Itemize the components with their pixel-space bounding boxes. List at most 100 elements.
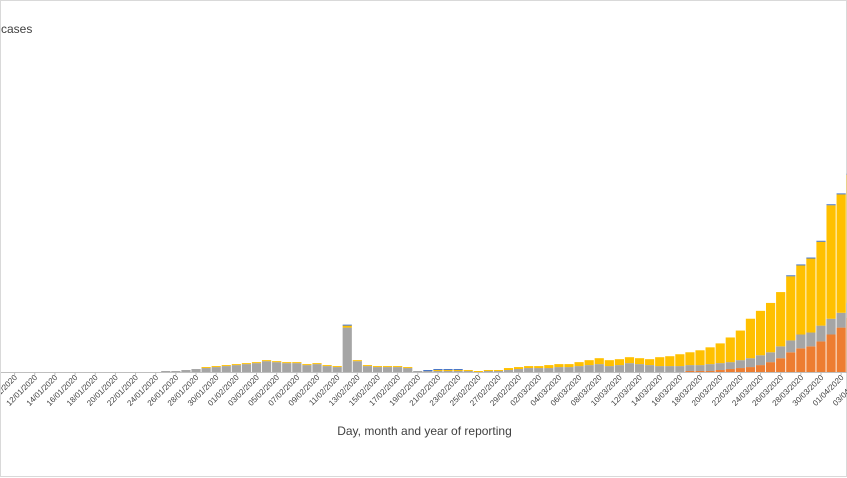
bar-segment — [312, 363, 321, 364]
bar-segment — [726, 369, 735, 372]
bar-segment — [716, 363, 725, 370]
bar-segment — [343, 328, 352, 372]
bar-segment — [786, 275, 795, 276]
bar-segment — [746, 367, 755, 372]
bar-segment — [826, 204, 835, 205]
bar-segment — [302, 364, 311, 365]
bar-segment — [595, 364, 604, 372]
bar-segment — [766, 362, 775, 372]
bar-segment — [534, 366, 543, 368]
bar-segment — [796, 265, 805, 334]
bar-segment — [292, 362, 301, 363]
bar-segment — [736, 331, 745, 361]
bar-segment — [665, 356, 674, 366]
bar-segment — [776, 358, 785, 372]
bar-segment — [595, 358, 604, 364]
bar-segment — [816, 241, 825, 242]
bar-segment — [443, 371, 452, 372]
bar-segment — [484, 371, 493, 372]
bar-segment — [242, 364, 251, 372]
bar-segment — [262, 361, 271, 372]
bar-segment — [625, 363, 634, 372]
bar-segment — [222, 365, 231, 366]
bar-segment — [383, 367, 392, 372]
bar-segment — [786, 276, 795, 340]
bar-segment — [796, 335, 805, 349]
bar-segment — [242, 363, 251, 364]
bar-segment — [826, 335, 835, 372]
bar-segment — [635, 358, 644, 364]
bar-segment — [464, 370, 473, 371]
bar-segment — [433, 370, 442, 371]
bar-segment — [746, 319, 755, 358]
bar-segment — [484, 370, 493, 371]
bar-segment — [322, 365, 331, 366]
bar-segment — [403, 367, 412, 368]
bar-segment — [353, 360, 362, 361]
bar-segment — [655, 357, 664, 366]
bar-segment — [746, 358, 755, 367]
bar-segment — [292, 363, 301, 372]
bar-segment — [393, 367, 402, 372]
bar-segment — [343, 325, 352, 326]
bar-segment — [786, 352, 795, 372]
bar-segment — [796, 264, 805, 265]
bar-segment — [343, 326, 352, 328]
bar-segment — [514, 369, 523, 372]
bar-segment — [393, 366, 402, 367]
bar-segment — [454, 371, 463, 372]
bar-segment — [262, 360, 271, 361]
bar-segment — [554, 364, 563, 367]
bar-segment — [564, 367, 573, 372]
bar-segment — [786, 340, 795, 352]
bar-segment — [373, 367, 382, 372]
bar-segment — [585, 365, 594, 372]
bar-segment — [716, 343, 725, 363]
bar-segment — [675, 366, 684, 372]
bar-segment — [333, 366, 342, 367]
bar-segment — [423, 370, 432, 371]
bar-segment — [322, 366, 331, 372]
bar-segment — [837, 328, 846, 372]
bar-segment — [272, 361, 281, 362]
bar-segment — [272, 362, 281, 372]
bar-segment — [655, 366, 664, 372]
bar-segment — [524, 366, 533, 368]
bar-segment — [544, 368, 553, 372]
bar-segment — [494, 370, 503, 371]
bar-segment — [716, 370, 725, 372]
bar-segment — [756, 311, 765, 355]
bar-segment — [816, 326, 825, 342]
bar-segment — [504, 370, 513, 372]
bar-segment — [232, 365, 241, 372]
bar-segment — [766, 303, 775, 352]
bar-segment — [615, 365, 624, 372]
bar-segment — [191, 369, 200, 372]
bar-segment — [222, 366, 231, 372]
bar-segment — [464, 371, 473, 372]
bar-segment — [816, 242, 825, 326]
bar-segment — [433, 369, 442, 370]
bar-segment — [252, 363, 261, 372]
bar-segment — [837, 313, 846, 328]
bar-segment — [212, 367, 221, 372]
bar-segment — [695, 371, 704, 372]
bar-segment — [554, 367, 563, 372]
bar-segment — [695, 365, 704, 371]
bar-segment — [161, 371, 170, 372]
bar-segment — [605, 366, 614, 372]
bar-segment — [706, 347, 715, 364]
bar-segment — [504, 368, 513, 370]
bar-segment — [353, 361, 362, 372]
bar-segment — [756, 355, 765, 365]
bar-segment — [403, 368, 412, 372]
bar-segment — [685, 371, 694, 372]
bar-segment — [645, 359, 654, 365]
bar-segment — [202, 367, 211, 368]
bar-segment — [474, 371, 483, 372]
bar-segment — [806, 333, 815, 347]
bar-segment — [373, 366, 382, 367]
bar-segment — [282, 363, 291, 372]
x-axis-label: Day, month and year of reporting — [1, 424, 847, 438]
